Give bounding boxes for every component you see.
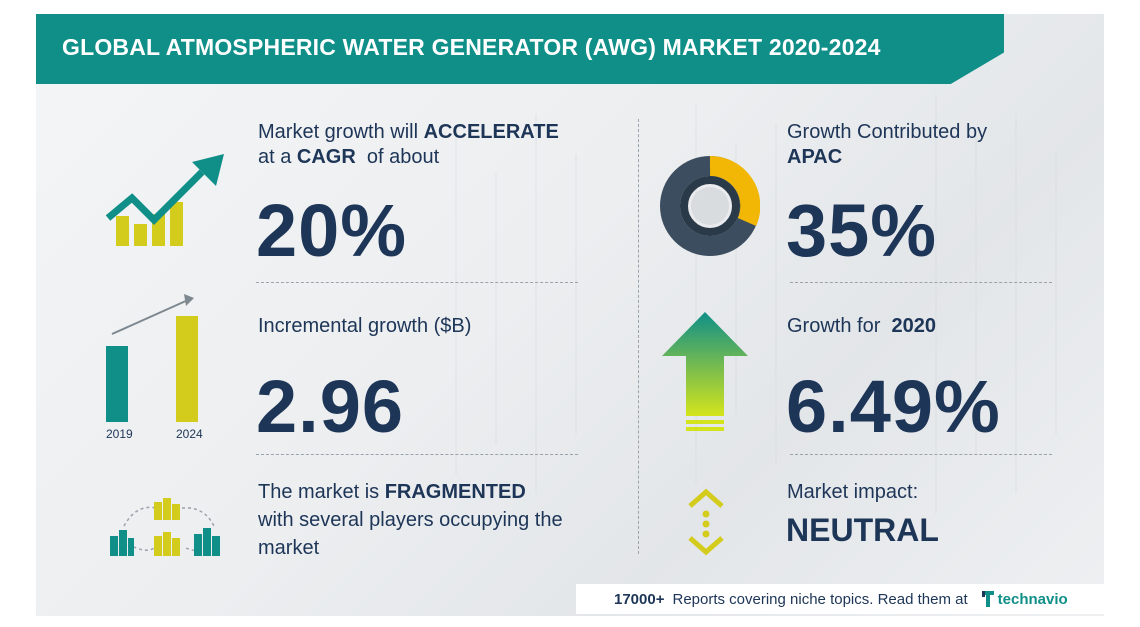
impact-label: Market impact:	[787, 481, 919, 503]
bar-growth-icon	[106, 294, 198, 422]
divider	[256, 454, 578, 455]
technavio-logo-icon	[981, 591, 994, 607]
infographic-card: GLOBAL ATMOSPHERIC WATER GENERATOR (AWG)…	[36, 14, 1104, 616]
brand-logo[interactable]: technavio	[981, 590, 1068, 608]
donut-chart-icon	[660, 156, 760, 256]
center-divider	[638, 119, 639, 554]
fragmented-market-icon	[110, 498, 220, 556]
fragmented-line-2: with several players occupying the	[258, 509, 563, 531]
growth2020-label: Growth for 2020	[787, 315, 936, 337]
year-end-label: 2024	[176, 427, 203, 441]
divider	[256, 282, 578, 283]
reports-count: 17000+	[614, 590, 665, 608]
apac-line-1: Growth Contributed by	[787, 121, 988, 143]
cagr-line-1: Market growth will ACCELERATE	[258, 121, 559, 143]
footer-text: Reports covering niche topics. Read them…	[672, 590, 968, 608]
incremental-value: 2.96	[256, 365, 405, 448]
impact-value: NEUTRAL	[786, 512, 939, 548]
up-arrow-icon	[662, 312, 748, 431]
incremental-label: Incremental growth ($B)	[258, 315, 472, 337]
fragmented-line-3: market	[258, 537, 320, 559]
page-title: GLOBAL ATMOSPHERIC WATER GENERATOR (AWG)…	[62, 34, 881, 60]
footer-bar: 17000+ Reports covering niche topics. Re…	[576, 584, 1104, 614]
brand-name: technavio	[997, 590, 1068, 608]
apac-value: 35%	[786, 189, 938, 272]
cagr-value: 20%	[256, 189, 408, 272]
apac-line-2: APAC	[787, 146, 843, 168]
growth2020-value: 6.49%	[786, 365, 1001, 448]
title-banner	[36, 14, 1004, 84]
divider	[790, 454, 1052, 455]
cagr-line-2: at a CAGR of about	[258, 146, 440, 168]
growth-chart-icon	[106, 154, 224, 246]
year-start-label: 2019	[106, 427, 133, 441]
divider	[790, 282, 1052, 283]
fragmented-line-1: The market is FRAGMENTED	[258, 481, 526, 503]
neutral-arrows-icon	[688, 488, 724, 556]
